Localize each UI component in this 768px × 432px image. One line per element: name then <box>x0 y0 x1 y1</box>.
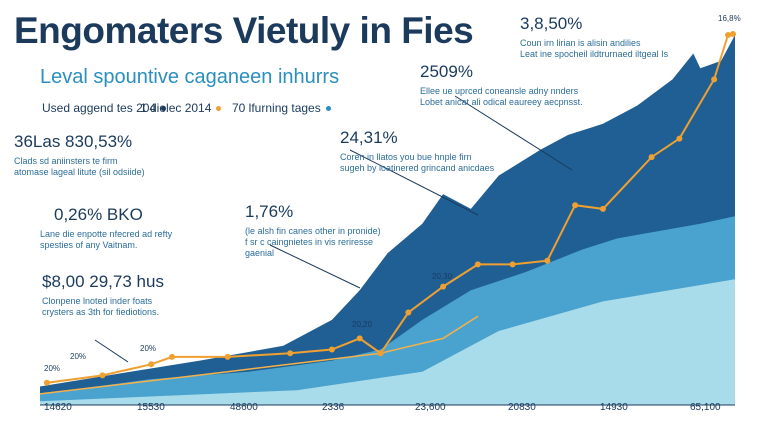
point <box>99 372 106 379</box>
point <box>711 76 718 83</box>
legend-label: 70 lfurning tages <box>232 101 331 115</box>
annotation-heading: 24,31% <box>340 128 398 147</box>
arrow <box>269 244 361 289</box>
annotation-text: (le alsh fin canes other in pronide) <box>245 226 381 236</box>
annotation-heading: $8,00 29,73 hus <box>42 272 164 291</box>
point-label: 20% <box>44 364 61 373</box>
x-label: 15530 <box>137 402 165 413</box>
point <box>328 346 335 353</box>
legend-swatch <box>325 106 331 112</box>
arrow <box>94 339 129 363</box>
point-label: 20,20 <box>352 320 373 329</box>
annotation-heading: 2509% <box>420 62 473 81</box>
point <box>676 135 683 142</box>
point <box>287 350 294 357</box>
plot <box>39 32 735 406</box>
x-label: 65,100 <box>690 402 721 413</box>
annotation-text: atomase lageal litute (sil odsiide) <box>14 167 145 177</box>
arrow <box>454 95 573 171</box>
legend-label: Used aggend tes 204 <box>42 101 167 115</box>
annotation-text: spesties of any Vaitnam. <box>40 240 138 250</box>
annotation-text: Leat ine spocheil ildtrurnaed iltgeal Is <box>520 49 669 59</box>
point <box>648 154 655 161</box>
annotation-text: Clads sd aniinsters te firm <box>14 156 118 166</box>
point-label: 20% <box>70 352 87 361</box>
annotation-text: Lane die enpotte nfecred ad refty <box>40 229 173 239</box>
x-label: 14620 <box>44 402 72 413</box>
point <box>544 257 551 264</box>
legend-label: 1 diolec 2014 <box>140 101 222 115</box>
annotation-heading: 0,26% BKO <box>54 205 143 224</box>
point <box>725 32 732 38</box>
annotation-text: f sr c caingnietes in vis reriresse <box>245 237 374 247</box>
point <box>572 202 579 209</box>
point-label: 20% <box>140 344 157 353</box>
point <box>169 353 176 360</box>
annotation-text: Coun irn lirian is alisin andilies <box>520 38 641 48</box>
annotation-text: gaenial <box>245 248 275 258</box>
point <box>440 283 447 290</box>
point <box>148 361 155 368</box>
point <box>356 335 363 342</box>
point <box>474 261 481 268</box>
point <box>377 350 384 357</box>
point <box>43 379 50 386</box>
x-label: 23,600 <box>415 402 446 413</box>
x-label: 48600 <box>230 402 258 413</box>
annotation-text: crysters as 3th for fiediotions. <box>42 307 160 317</box>
annotation-text: Clonpene lnoted inder foats <box>42 296 153 306</box>
annotation-heading: 1,76% <box>245 202 294 221</box>
point <box>599 205 606 212</box>
point <box>224 353 231 360</box>
subtitle: Leval spountive caganeen inhurrs <box>40 66 340 88</box>
arrow <box>349 149 479 216</box>
x-label: 20830 <box>508 402 536 413</box>
corner-label: 16,8% <box>718 14 741 23</box>
legend-swatch <box>161 106 167 112</box>
point <box>509 261 516 268</box>
title: Engomaters Vietuly in Fies <box>14 10 474 51</box>
arrows <box>94 95 573 363</box>
x-label: 2336 <box>322 402 345 413</box>
legend-swatch <box>216 106 222 112</box>
annotation-heading: 36Las 830,53% <box>14 132 133 151</box>
area <box>40 279 735 405</box>
annotation-text: Lobet anicat ali odical eaureey aecpnsst… <box>420 97 583 107</box>
point-label: 20,30 <box>432 272 453 281</box>
annotation-text: sugeh by loatinered grincand anicdaes <box>340 163 495 173</box>
corner-dot <box>730 31 736 37</box>
x-label: 14930 <box>600 402 628 413</box>
point <box>405 309 412 316</box>
annotation-heading: 3,8,50% <box>520 14 583 33</box>
annotation-text: Coren in llatos you bue hnple firn <box>340 152 472 162</box>
line <box>46 34 729 384</box>
annotation-text: Ellee ue uprced coneansle adny nnders <box>420 86 579 96</box>
